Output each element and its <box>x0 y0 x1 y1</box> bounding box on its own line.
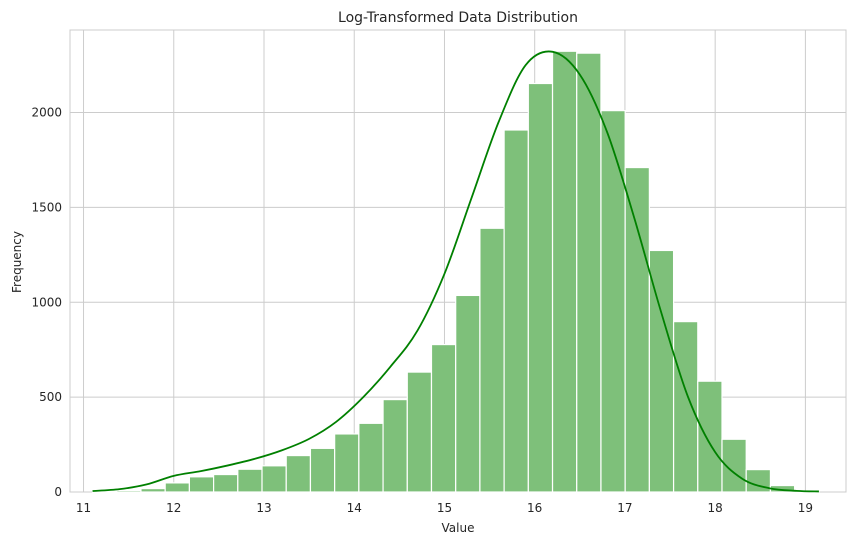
histogram-bar <box>551 50 578 493</box>
kde-curve-group <box>92 50 819 493</box>
histogram-bar <box>140 487 166 493</box>
histogram-bar <box>600 110 626 493</box>
histogram-bar <box>527 82 554 493</box>
x-axis-label: Value <box>442 521 475 535</box>
histogram-bar <box>309 447 336 493</box>
x-tick-label: 18 <box>708 501 723 515</box>
histogram-bar <box>116 489 142 493</box>
histogram-bar <box>697 380 723 493</box>
histogram-bar <box>430 343 457 493</box>
histogram-bar <box>382 399 408 493</box>
histogram-bar <box>576 52 602 493</box>
histogram-bar <box>164 482 190 493</box>
x-tick-label: 19 <box>798 501 813 515</box>
histogram-bar <box>503 129 529 493</box>
histogram-bar <box>672 321 699 493</box>
x-tick-label: 17 <box>617 501 632 515</box>
histogram-bar <box>648 249 675 493</box>
x-tick-label: 13 <box>256 501 271 515</box>
histogram-bar <box>455 294 481 493</box>
y-tick-label: 500 <box>39 390 62 404</box>
histogram-bar <box>358 422 384 493</box>
histogram-bar <box>188 476 215 493</box>
histogram-bar <box>261 465 287 493</box>
tick-labels: 11 12 13 14 15 16 17 18 19 0 500 1000 1500 2000 <box>31 106 813 515</box>
x-tick-label: 12 <box>166 501 181 515</box>
histogram-bar <box>334 433 360 493</box>
histogram-bar <box>745 469 772 493</box>
x-tick-label: 11 <box>76 501 91 515</box>
chart-title: Log-Transformed Data Distribution <box>338 10 578 26</box>
y-tick-label: 0 <box>54 485 62 499</box>
y-tick-label: 1500 <box>31 200 62 214</box>
histogram-bars <box>91 50 820 493</box>
y-axis-label: Frequency <box>10 231 24 293</box>
histogram-bar <box>624 166 650 493</box>
histogram-bar <box>237 468 263 493</box>
x-tick-label: 16 <box>527 501 542 515</box>
y-tick-label: 2000 <box>31 106 62 120</box>
x-tick-label: 14 <box>347 501 362 515</box>
histogram-bar <box>213 473 239 493</box>
y-tick-label: 1000 <box>31 295 62 309</box>
histogram-bar <box>285 454 312 493</box>
histogram-bar <box>406 371 433 493</box>
kde-line <box>92 50 819 493</box>
histogram-bar <box>479 227 505 493</box>
x-tick-label: 15 <box>437 501 452 515</box>
